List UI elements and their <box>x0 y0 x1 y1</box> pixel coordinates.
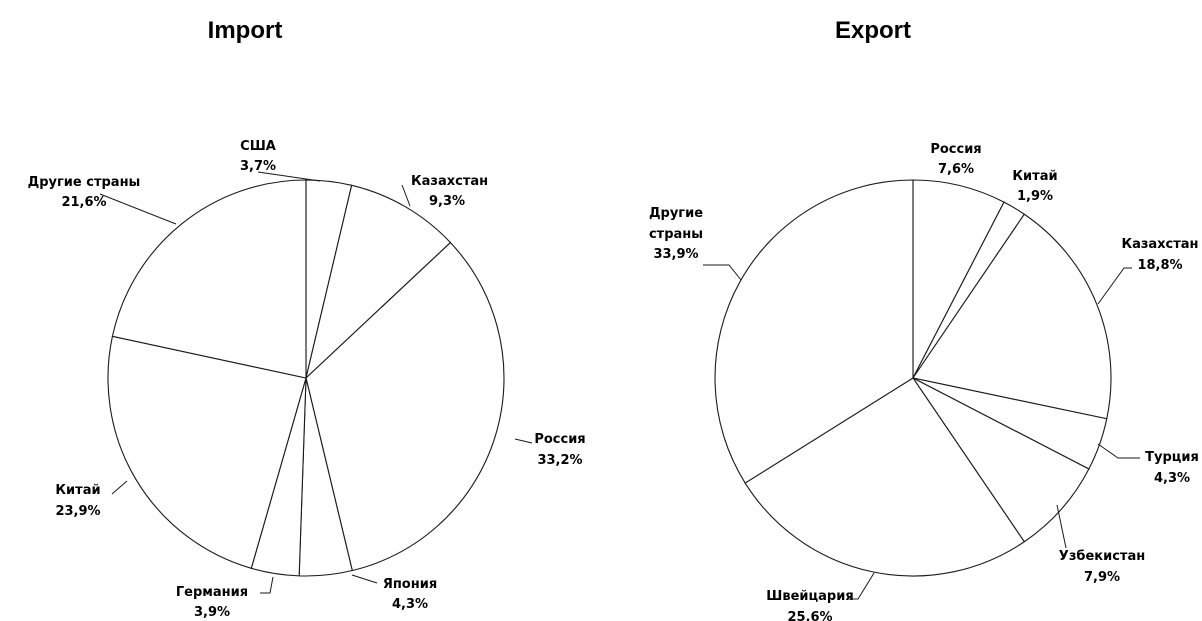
export-slice-6 <box>714 179 914 484</box>
import-slice-6-label: Другие страны <box>28 175 141 190</box>
export-slice-5-leader-line <box>848 572 875 600</box>
import-slice-2-value-label: 33,2% <box>537 453 582 468</box>
import-slice-5-value-label: 23,9% <box>55 504 100 519</box>
import-slice-5-leader-line <box>111 480 128 495</box>
export-slice-0-value-label: 7,6% <box>938 162 974 177</box>
export-slice-6-label: Другие <box>649 206 703 221</box>
export-slice-3-label: Турция <box>1145 450 1199 465</box>
import-slice-2-leader-line <box>514 438 533 444</box>
export-slice-5 <box>744 377 1026 577</box>
import-slice-1 <box>305 184 452 380</box>
export-slice-6-label-line2: страны <box>649 227 703 242</box>
export-slice-4-leader-line <box>1056 504 1067 549</box>
export-slice-3-leader-line <box>1097 443 1140 459</box>
import-slice-4-value-label: 3,9% <box>194 605 230 620</box>
export-slice-1-label: Китай <box>1012 169 1057 184</box>
import-slice-3-leader-line <box>351 574 378 584</box>
export-slice-2-leader-line <box>1097 267 1132 305</box>
import-slice-1-value-label: 9,3% <box>429 194 465 209</box>
export-slice-0-label: Россия <box>930 142 981 157</box>
import-slice-0-leader-line <box>257 171 321 182</box>
export-slice-6-leader-line <box>703 264 742 281</box>
export-slice-1-value-label: 1,9% <box>1017 189 1053 204</box>
import-slice-1-leader-line <box>401 184 411 207</box>
import-slice-1-label: Казахстан <box>411 174 488 189</box>
import-pie: США 3,7% Казахстан 9,3% Россия 33,2% Япония 4,3… <box>28 139 586 620</box>
export-slice-0 <box>912 179 1005 379</box>
import-slice-6-leader-line <box>99 193 177 225</box>
export-slice-4 <box>912 377 1090 543</box>
export-chart-title: Export <box>835 17 911 44</box>
export-slice-2-label: Казахстан <box>1121 237 1198 252</box>
export-slice-2-value-label: 18,8% <box>1137 258 1182 273</box>
import-slice-6-value-label: 21,6% <box>61 195 106 210</box>
import-slice-2 <box>305 241 505 572</box>
import-slice-3-value-label: 4,3% <box>392 597 428 612</box>
import-slice-0-value-label: 3,7% <box>240 159 276 174</box>
import-slice-4-label: Германия <box>176 585 248 600</box>
import-slice-3-label: Япония <box>383 577 437 592</box>
import-slice-5 <box>107 335 307 569</box>
import-slice-2-label: Россия <box>534 432 585 447</box>
export-slice-5-value-label: 25,6% <box>787 610 832 621</box>
export-slice-4-label: Узбекистан <box>1059 549 1145 564</box>
import-slice-6 <box>111 179 307 379</box>
import-slice-5-label: Китай <box>55 483 100 498</box>
export-pie: Россия 7,6% Китай 1,9% Казахстан 18,8% Турция 4… <box>649 142 1199 621</box>
export-slice-4-value-label: 7,9% <box>1084 570 1120 585</box>
export-slice-3-value-label: 4,3% <box>1154 471 1190 486</box>
export-slice-6-value-label: 33,9% <box>653 247 698 262</box>
import-chart-title: Import <box>208 17 283 44</box>
import-slice-0-label: США <box>240 139 276 154</box>
import-slice-4-leader-line <box>260 576 274 594</box>
export-slice-5-label: Швейцария <box>766 589 853 604</box>
export-slice-2 <box>912 213 1112 420</box>
